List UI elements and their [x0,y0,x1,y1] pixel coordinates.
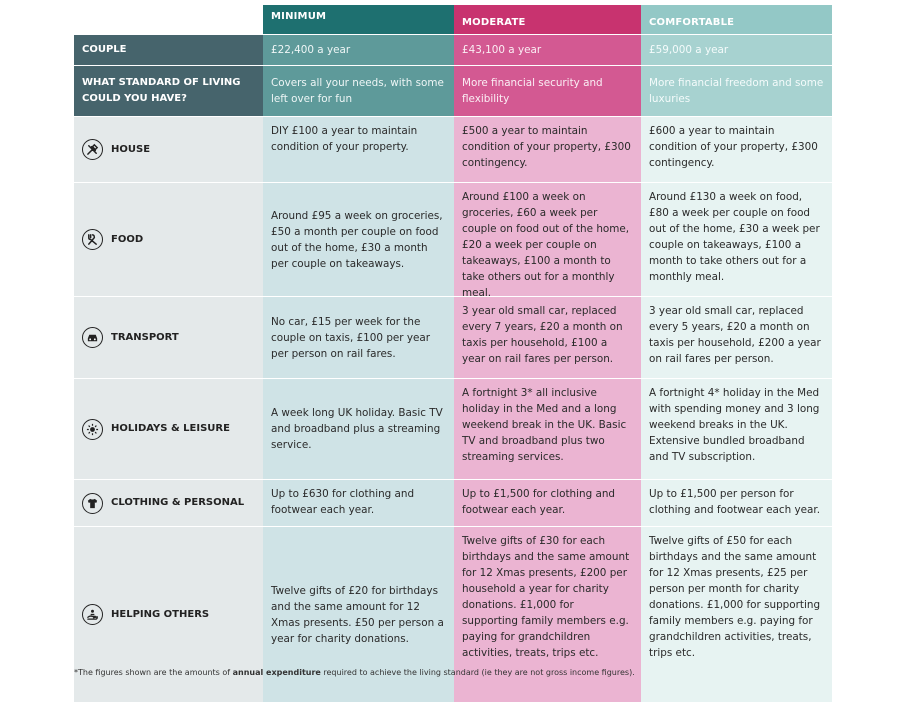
header-moderate: MODERATE [454,5,641,34]
footnote: *The figures shown are the amounts of an… [74,668,635,677]
clothing-comfortable: Up to £1,500 per person for clothing and… [641,480,832,526]
couple-comfortable: £59,000 a year [641,35,832,65]
holidays-comfortable: A fortnight 4* holiday in the Med with s… [641,379,832,479]
row-label-holidays: HOLIDAYS & LEISURE [74,379,263,479]
row-label-clothing: CLOTHING & PERSONAL [74,480,263,526]
tools-icon [82,139,103,160]
living-standards-table: MINIMUM MODERATE COMFORTABLE COUPLE £22,… [74,5,832,702]
food-minimum: Around £95 a week on groceries, £50 a mo… [263,183,454,296]
transport-minimum: No car, £15 per week for the couple on t… [263,297,454,378]
transport-moderate: 3 year old small car, replaced every 7 y… [454,297,641,378]
food-comfortable: Around £130 a week on food, £80 a week p… [641,183,832,296]
helping-moderate: Twelve gifts of £30 for each birthdays a… [454,527,641,702]
row-label-text: HELPING OTHERS [111,608,210,620]
header-spacer [74,5,263,34]
footnote-bold: annual expenditure [232,668,321,677]
row-label-text: HOLIDAYS & LEISURE [111,423,230,434]
house-moderate: £500 a year to maintain condition of you… [454,117,641,182]
standard-moderate: More financial security and flexibility [454,66,641,116]
header-minimum: MINIMUM [263,5,454,34]
holidays-minimum: A week long UK holiday. Basic TV and bro… [263,379,454,479]
row-label-helping: HELPING OTHERS [74,527,263,702]
row-label-transport: TRANSPORT [74,297,263,378]
row-label-food: FOOD [74,183,263,296]
row-label-text: FOOD [111,233,144,245]
helping-comfortable: Twelve gifts of £50 for each birthdays a… [641,527,832,702]
footnote-after: required to achieve the living standard … [320,668,635,677]
row-label-text: CLOTHING & PERSONAL [111,497,245,508]
header-comfortable: COMFORTABLE [641,5,832,34]
transport-comfortable: 3 year old small car, replaced every 5 y… [641,297,832,378]
helping-hand-icon [82,604,103,625]
clothing-moderate: Up to £1,500 for clothing and footwear e… [454,480,641,526]
house-comfortable: £600 a year to maintain condition of you… [641,117,832,182]
standard-comfortable: More financial freedom and some luxuries [641,66,832,116]
shirt-icon [82,492,103,514]
row-label-text: HOUSE [111,143,151,155]
sun-icon [82,418,103,440]
couple-moderate: £43,100 a year [454,35,641,65]
standard-minimum: Covers all your needs, with some left ov… [263,66,454,116]
helping-minimum: Twelve gifts of £20 for birthdays and th… [263,527,454,702]
clothing-minimum: Up to £630 for clothing and footwear eac… [263,480,454,526]
couple-label: COUPLE [74,35,263,65]
food-moderate: Around £100 a week on groceries, £60 a w… [454,183,641,299]
holidays-moderate: A fortnight 3* all inclusive holiday in … [454,379,641,479]
house-minimum: DIY £100 a year to maintain condition of… [263,117,454,182]
standard-label: WHAT STANDARD OF LIVING COULD YOU HAVE? [74,66,263,116]
row-label-house: HOUSE [74,117,263,182]
cutlery-icon [82,229,103,250]
couple-minimum: £22,400 a year [263,35,454,65]
footnote-before: *The figures shown are the amounts of [74,668,233,677]
car-icon [82,327,103,348]
row-label-text: TRANSPORT [111,331,179,343]
